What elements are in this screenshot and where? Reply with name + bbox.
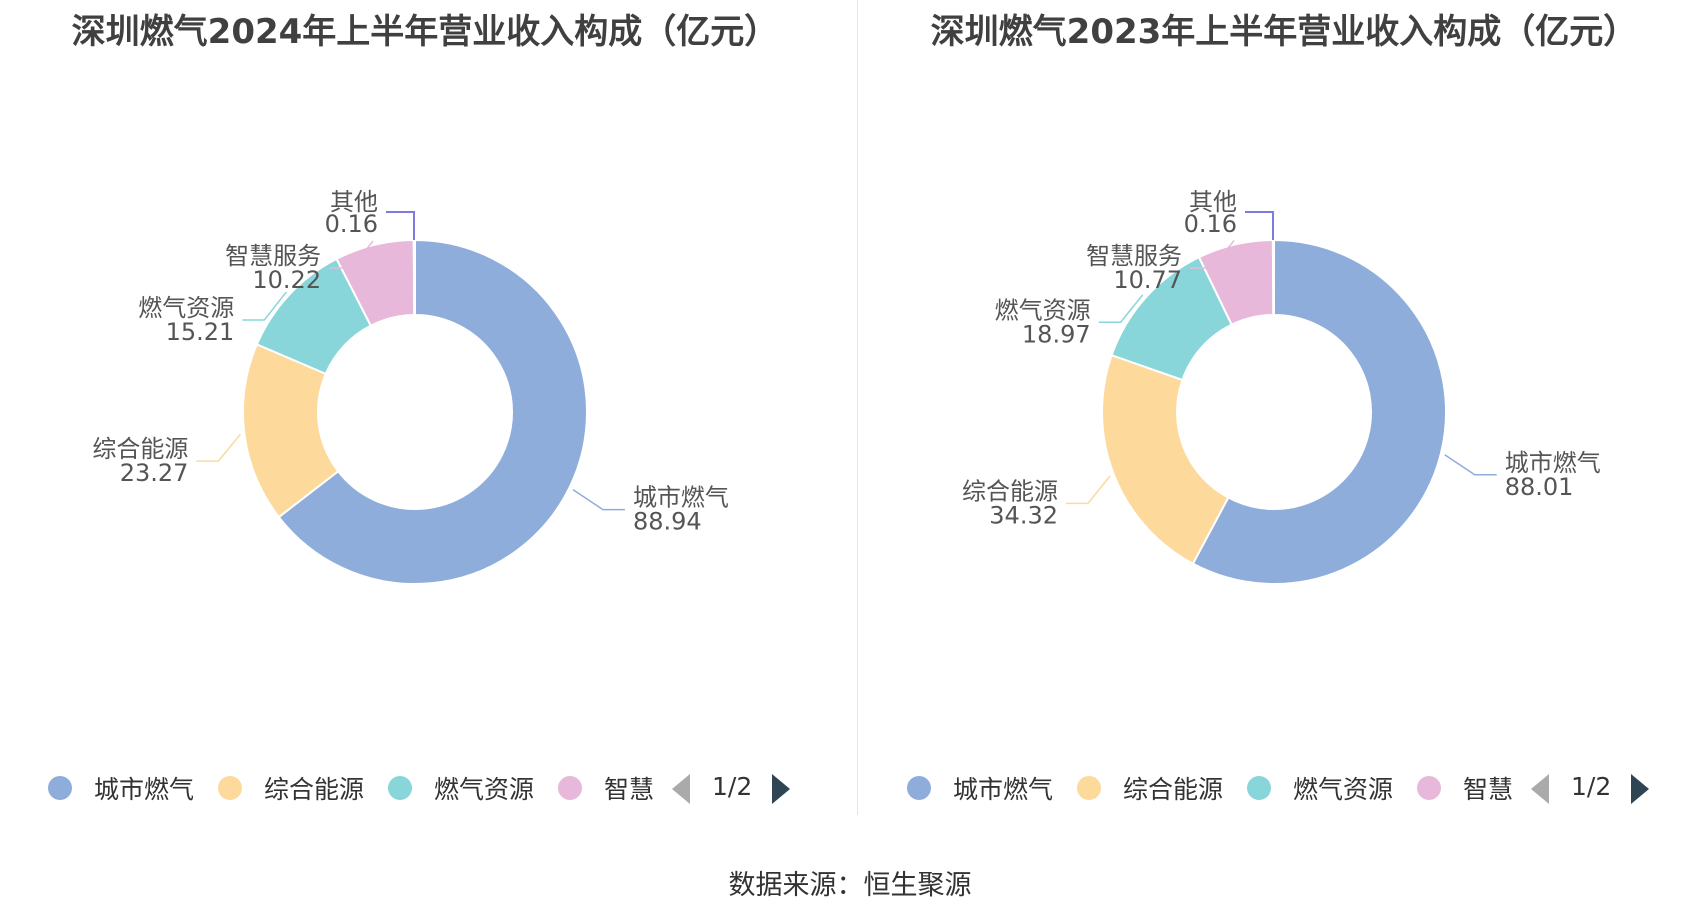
slice-value-label: 0.16 [1184, 210, 1237, 238]
slice-integrated-energy[interactable] [1101, 353, 1230, 566]
leader-line [1190, 240, 1235, 269]
legend-page-indicator: 1/2 [1571, 772, 1612, 801]
slice-other[interactable] [1271, 238, 1275, 317]
legend-dot [388, 776, 412, 800]
chart-panel-2023: 深圳燃气2023年上半年营业收入构成（亿元） 城市燃气 88.01 综合能源 34.3… [859, 0, 1700, 820]
legend-label: 燃气资源 [434, 775, 535, 804]
slice-value-label: 15.21 [166, 318, 235, 346]
slice-category-label: 城市燃气 [633, 484, 729, 512]
chart-title: 深圳燃气2023年上半年营业收入构成（亿元） [930, 12, 1638, 52]
legend-dot [1077, 776, 1101, 800]
slice-value-label: 18.97 [1022, 320, 1091, 348]
leader-line [1066, 475, 1111, 505]
slice-category-label: 燃气资源 [995, 296, 1091, 324]
legend-dot [48, 776, 72, 800]
legend-next-page-icon[interactable] [1631, 774, 1649, 804]
leader-line [572, 489, 625, 511]
donut-chart-2024: 城市燃气88.94综合能源23.27燃气资源15.21智慧服务10.22其他0.… [92, 188, 729, 585]
leader-line [386, 211, 415, 240]
legend-dot [1417, 776, 1441, 800]
slice-city-gas[interactable] [277, 238, 588, 585]
slice-category-label: 综合能源 [962, 477, 1058, 505]
label-other: 其他0.16 [325, 188, 415, 240]
legend-dot [907, 776, 931, 800]
leader-line [329, 240, 374, 269]
chart-panel-2024: 深圳燃气2024年上半年营业收入构成（亿元） 城市燃气 88.94 综合能源 23.2… [0, 0, 850, 820]
chart-title: 深圳燃气2024年上半年营业收入构成（亿元） [71, 12, 779, 52]
legend: 城市燃气 综合能源 燃气资源 智慧 1/2 [907, 768, 1700, 808]
leader-line [1245, 211, 1274, 240]
data-source-note: 数据来源：恒生聚源 [728, 870, 972, 901]
leader-line [1444, 454, 1497, 476]
slice-value-label: 10.77 [1113, 266, 1182, 294]
legend-item-integrated-energy[interactable]: 综合能源 [1077, 768, 1223, 808]
slice-category-label: 城市燃气 [1505, 449, 1601, 477]
legend-dot [1247, 776, 1271, 800]
slice-category-label: 燃气资源 [138, 294, 234, 322]
legend-label: 综合能源 [264, 775, 365, 804]
slice-city-gas[interactable] [1191, 238, 1447, 585]
legend-item-city-gas[interactable]: 城市燃气 [907, 768, 1053, 808]
slice-value-label: 88.94 [633, 508, 702, 536]
legend-dot [218, 776, 242, 800]
legend-dot [558, 776, 582, 800]
slice-category-label: 智慧服务 [1086, 242, 1182, 270]
leader-line [242, 291, 287, 321]
legend-item-gas-resources[interactable]: 燃气资源 [1247, 768, 1393, 808]
panel-divider [857, 0, 858, 815]
slice-value-label: 88.01 [1505, 473, 1574, 501]
label-other: 其他0.16 [1184, 188, 1274, 240]
legend-item-integrated-energy[interactable]: 综合能源 [218, 768, 364, 808]
legend-label: 智慧 [604, 775, 655, 804]
slice-value-label: 10.22 [252, 266, 321, 294]
slice-category-label: 智慧服务 [225, 242, 321, 270]
legend-item-smart[interactable]: 智慧 [1417, 768, 1513, 808]
slice-category-label: 其他 [1189, 188, 1237, 216]
leader-line [1098, 294, 1144, 324]
slice-other[interactable] [412, 238, 416, 317]
legend-prev-page-icon[interactable] [672, 774, 690, 804]
legend-prev-page-icon[interactable] [1531, 774, 1549, 804]
legend-label: 燃气资源 [1293, 775, 1394, 804]
legend-page-indicator: 1/2 [712, 772, 753, 801]
slice-value-label: 23.27 [120, 459, 189, 487]
legend-item-city-gas[interactable]: 城市燃气 [48, 768, 194, 808]
slice-value-label: 0.16 [325, 210, 378, 238]
leader-line [196, 433, 241, 462]
slice-value-label: 34.32 [989, 501, 1058, 529]
legend: 城市燃气 综合能源 燃气资源 智慧 1/2 [48, 768, 848, 808]
slice-category-label: 其他 [330, 188, 378, 216]
legend-item-smart[interactable]: 智慧 [558, 768, 654, 808]
legend-label: 城市燃气 [94, 775, 195, 804]
slice-category-label: 综合能源 [92, 435, 188, 463]
donut-chart-2023: 城市燃气88.01综合能源34.32燃气资源18.97智慧服务10.77其他0.… [962, 188, 1601, 585]
legend-label: 综合能源 [1123, 775, 1224, 804]
legend-item-gas-resources[interactable]: 燃气资源 [388, 768, 534, 808]
legend-label: 智慧 [1463, 775, 1514, 804]
legend-next-page-icon[interactable] [772, 774, 790, 804]
legend-label: 城市燃气 [953, 775, 1054, 804]
